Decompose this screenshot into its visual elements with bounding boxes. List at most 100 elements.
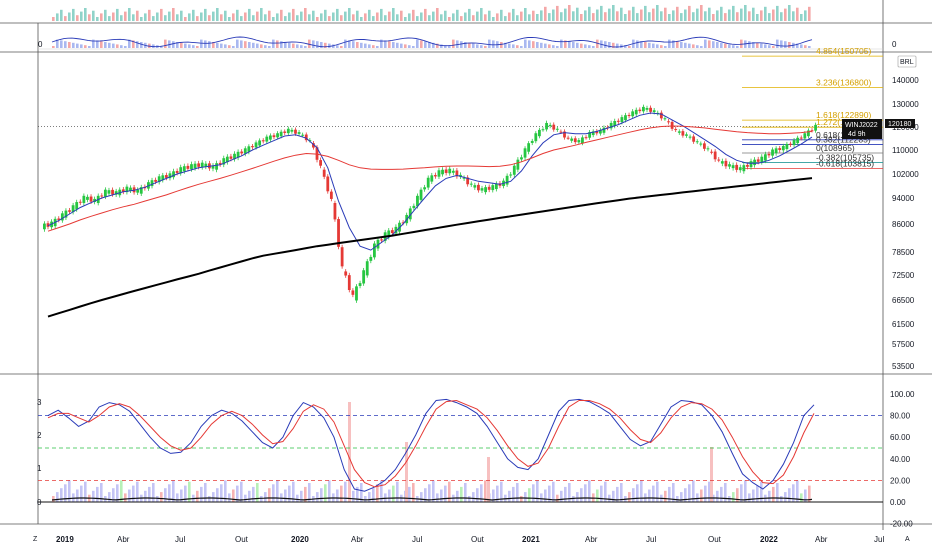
volume-bar — [292, 8, 295, 21]
oscillator-bar — [220, 43, 223, 48]
oscillator-bar — [500, 42, 503, 48]
candle-body — [283, 131, 287, 133]
axis-left-button[interactable]: Z — [33, 536, 38, 543]
stoch-volume-bar — [492, 489, 495, 502]
oscillator-bar — [76, 43, 79, 48]
candle-body — [322, 169, 326, 177]
price-tick-label: 78500 — [892, 248, 915, 257]
oscillator-bar — [624, 45, 627, 48]
volume-bar — [804, 10, 807, 21]
oscillator-bar — [124, 46, 127, 48]
volume-bar — [764, 6, 767, 21]
candle-body — [642, 106, 645, 112]
volume-bar — [348, 8, 351, 21]
candle-body — [125, 186, 129, 193]
stoch-tick-label: 100.00 — [890, 390, 915, 399]
candle-body — [505, 175, 509, 185]
volume-bar — [584, 10, 587, 21]
svg-text:Z: Z — [33, 536, 38, 543]
volume-bar — [760, 10, 763, 21]
stoch-tick-label: -20.00 — [890, 520, 913, 529]
oscillator-bar — [472, 43, 475, 48]
volume-bar — [100, 13, 103, 21]
stoch-volume-bar — [804, 489, 807, 502]
stoch-volume-bar — [668, 486, 671, 502]
stoch-volume-bar — [212, 492, 215, 502]
candle-body — [702, 143, 706, 149]
stoch-volume-bar — [748, 493, 751, 502]
oscillator-bar — [664, 46, 667, 48]
volume-bar — [648, 12, 651, 21]
volume-bar — [220, 14, 223, 21]
price-tick-label: 110000 — [892, 146, 919, 155]
stoch-volume-bar — [328, 480, 331, 502]
stoch-volume-bar — [92, 490, 95, 502]
currency-badge[interactable]: BRL — [897, 55, 917, 68]
volume-bar — [644, 5, 647, 22]
stoch-volume-bar — [680, 492, 683, 502]
volume-bar — [624, 14, 627, 21]
oscillator-bar — [292, 43, 295, 48]
candle-body — [268, 135, 272, 140]
candle-body — [419, 189, 423, 200]
volume-bar — [352, 14, 355, 21]
oscillator-bar — [480, 45, 483, 48]
volume-bar — [680, 13, 683, 21]
candle-body — [251, 146, 254, 148]
candle-body — [570, 138, 574, 141]
candle-body — [218, 162, 222, 165]
oscillator-bar — [548, 44, 551, 48]
volume-bar — [708, 7, 711, 21]
oscillator-bar — [756, 42, 759, 48]
candle-body — [175, 171, 179, 173]
volume-bar — [316, 17, 319, 21]
volume-bar — [416, 16, 419, 21]
volume-bar — [128, 8, 131, 21]
candle-body — [803, 133, 807, 139]
stoch-volume-bar — [512, 486, 515, 502]
candle-body — [107, 190, 111, 194]
candle-body — [681, 131, 685, 136]
candle-body — [699, 143, 703, 145]
oscillator-bar — [132, 40, 135, 48]
volume-bar — [336, 8, 339, 21]
volume-bar — [428, 15, 431, 21]
stoch-volume-bar — [652, 485, 655, 502]
volume-bar — [788, 5, 791, 21]
axis-right-button[interactable]: A — [905, 536, 910, 543]
volume-bar — [216, 8, 219, 21]
stoch-volume-bar — [476, 488, 479, 502]
fib-level-label: 0(108965) — [816, 143, 855, 153]
candle-body — [290, 129, 294, 132]
candle-body — [484, 187, 487, 193]
stoch-volume-bar — [780, 496, 783, 502]
candle-body — [46, 223, 50, 227]
stoch-volume-bar — [376, 484, 379, 502]
oscillator-bar — [288, 42, 291, 48]
stoch-volume-bar — [420, 492, 423, 502]
volume-bar — [276, 13, 279, 21]
volume-bar — [520, 11, 523, 21]
volume-bar — [232, 13, 235, 21]
volume-bar — [284, 16, 287, 21]
candle-body — [276, 133, 279, 138]
oscillator-bar — [488, 39, 491, 48]
candle-body — [254, 142, 258, 148]
candle-body — [459, 174, 462, 177]
stochastic-volume-bars — [52, 402, 811, 502]
oscillator-bar — [404, 44, 407, 48]
candle-body — [225, 156, 229, 163]
volume-bar — [452, 13, 455, 21]
stoch-volume-bar — [372, 488, 375, 502]
stoch-volume-bar — [604, 481, 607, 502]
stoch-volume-bar — [384, 493, 387, 502]
stoch-volume-bar — [188, 481, 191, 502]
stoch-spike-bar — [487, 457, 490, 502]
volume-bar — [568, 5, 571, 21]
oscillator-bar — [604, 41, 607, 48]
stoch-volume-bar — [788, 488, 791, 502]
oscillator-bar — [368, 44, 371, 48]
stoch-volume-bar — [440, 489, 443, 502]
oscillator-bar — [468, 42, 471, 48]
